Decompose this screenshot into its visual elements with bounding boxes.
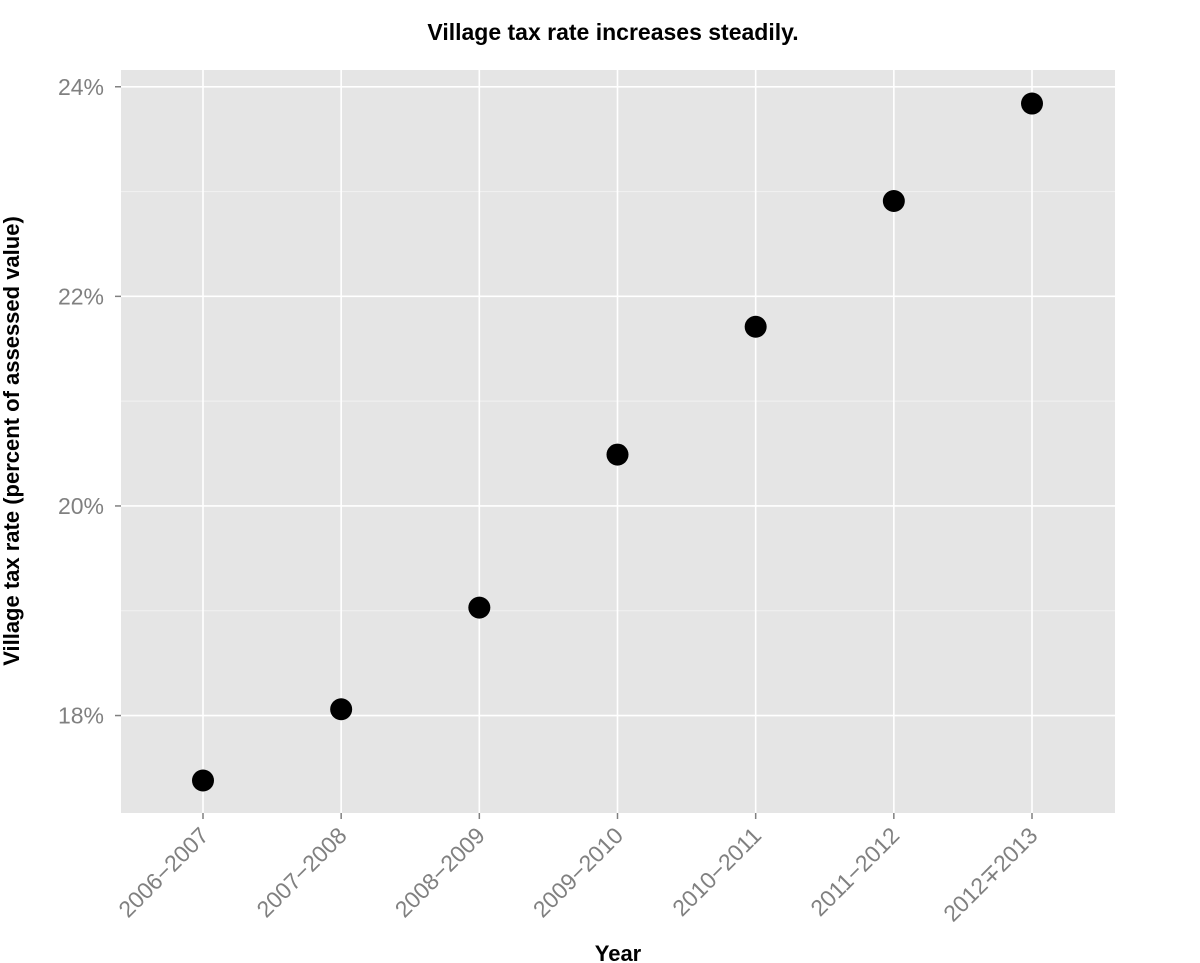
- x-tick-label: 2006−2007: [113, 822, 213, 922]
- y-tick-label: 18%: [58, 703, 104, 729]
- x-axis-title: Year: [595, 941, 642, 963]
- data-point: [744, 315, 767, 338]
- x-tick-label: 2008−2009: [390, 822, 490, 922]
- x-tick-label: 2011−2012: [805, 822, 904, 921]
- data-point: [882, 189, 905, 212]
- y-tick-label: 20%: [58, 493, 104, 519]
- data-points: [192, 92, 1043, 792]
- x-tick-label: 2009−2010: [528, 822, 628, 922]
- data-point: [330, 698, 353, 721]
- data-point: [468, 596, 491, 619]
- x-tick-label: 2012∓2013: [938, 822, 1042, 926]
- data-point: [1021, 92, 1043, 115]
- x-tick-label: 2007−2008: [251, 822, 351, 922]
- data-point: [192, 769, 214, 792]
- y-tick-label: 22%: [58, 283, 104, 309]
- y-tick-label: 24%: [58, 74, 104, 100]
- y-axis-title: Village tax rate (percent of assessed va…: [0, 216, 24, 666]
- grid-lines: [121, 70, 1115, 813]
- data-point: [606, 443, 629, 466]
- x-tick-label: 2010−2011: [667, 822, 766, 921]
- chart-title: Village tax rate increases steadily.: [427, 19, 798, 45]
